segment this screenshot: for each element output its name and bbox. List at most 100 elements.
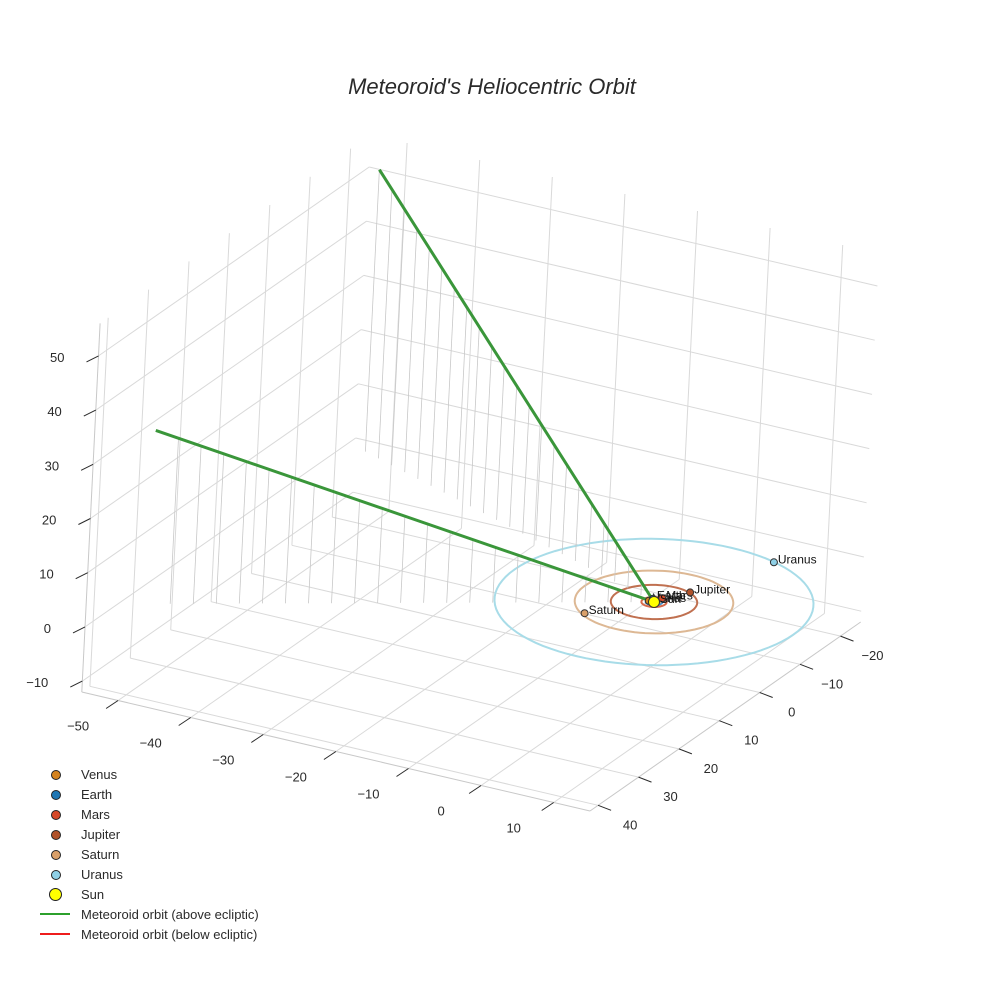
legend-marker-uranus — [38, 866, 78, 882]
grid-line — [751, 227, 771, 597]
y-tick-label: −10 — [821, 676, 843, 691]
planet-marker-uranus — [769, 558, 778, 567]
drop-line — [584, 578, 587, 603]
grid-line — [170, 629, 680, 750]
drop-line — [627, 562, 630, 589]
y-tick-label: 10 — [744, 733, 758, 748]
grid-line — [369, 166, 878, 287]
grid-line — [130, 657, 639, 778]
drop-line — [601, 523, 605, 575]
legend-label-sun: Sun — [81, 886, 105, 902]
y-tick-mark — [799, 663, 814, 670]
y-tick-mark — [759, 692, 773, 698]
drop-line — [614, 543, 617, 582]
drop-line — [169, 438, 179, 604]
drop-line — [377, 508, 383, 604]
drop-line — [538, 562, 542, 603]
meteoroid-path-0 — [155, 168, 658, 605]
grid-line — [89, 685, 599, 806]
drop-line — [417, 248, 430, 479]
grid-line — [352, 491, 862, 612]
z-axis-line — [81, 323, 101, 693]
grid-line — [480, 596, 753, 786]
drop-line — [430, 267, 443, 486]
legend-item-saturn[interactable]: Saturn — [38, 844, 259, 864]
z-tick-label: 40 — [47, 404, 61, 419]
grid-line — [360, 329, 870, 450]
grid-line — [129, 289, 150, 659]
grid-line — [87, 383, 359, 574]
x-tick-mark — [396, 768, 409, 777]
legend: Venus Earth Mars Jupiter Saturn Uranus S… — [38, 764, 259, 944]
drop-line — [483, 346, 493, 514]
grid-line — [92, 274, 365, 465]
drop-line — [515, 555, 519, 603]
y-tick-mark — [719, 720, 733, 727]
planet-label-jupiter: Jupiter — [694, 582, 730, 596]
grid-line — [355, 437, 865, 558]
legend-item-jupiter[interactable]: Jupiter — [38, 824, 259, 844]
drop-line — [423, 523, 428, 603]
legend-label-saturn: Saturn — [81, 846, 120, 862]
meteoroid-orbit — [155, 168, 658, 605]
legend-marker-sun — [38, 886, 78, 902]
z-tick-mark — [70, 680, 83, 688]
orbit-saturn — [573, 569, 735, 635]
legend-item-earth[interactable]: Earth — [38, 784, 259, 804]
z-tick-mark — [78, 518, 91, 525]
grid-line — [291, 544, 801, 665]
grid-line — [358, 383, 867, 504]
chart-title: Meteoroid's Heliocentric Orbit — [348, 74, 636, 99]
x-tick-mark — [323, 751, 337, 760]
legend-marker-saturn — [38, 846, 78, 862]
grid-line — [331, 148, 352, 518]
x-tick-mark — [541, 802, 554, 811]
grid-line — [251, 204, 271, 574]
planet-label-uranus: Uranus — [778, 552, 817, 566]
z-tick-label: 0 — [44, 621, 51, 636]
drop-line — [404, 228, 418, 473]
drop-line — [443, 287, 455, 493]
legend-label-uranus: Uranus — [81, 866, 123, 882]
grid-line — [89, 317, 109, 687]
legend-item-uranus[interactable]: Uranus — [38, 864, 259, 884]
planet-marker-saturn — [580, 609, 589, 618]
y-tick-label: 0 — [788, 705, 795, 720]
grid-line — [533, 176, 553, 546]
grid-line — [606, 193, 626, 563]
x-tick-mark — [105, 700, 119, 709]
legend-item-orbit-below[interactable]: Meteoroid orbit (below ecliptic) — [38, 924, 259, 944]
grid-line — [553, 613, 825, 803]
legend-item-mars[interactable]: Mars — [38, 804, 259, 824]
drop-line — [496, 366, 505, 520]
legend-item-orbit-above[interactable]: Meteoroid orbit (above ecliptic) — [38, 904, 259, 924]
z-tick-label: 20 — [42, 513, 56, 528]
legend-item-venus[interactable]: Venus — [38, 764, 259, 784]
drop-line — [469, 326, 480, 507]
y-tick-label: 40 — [623, 817, 637, 832]
grid-line — [98, 166, 370, 357]
x-tick-label: 10 — [506, 821, 520, 836]
z-tick-label: −10 — [26, 675, 48, 690]
orbit-uranus — [493, 537, 815, 667]
legend-item-sun[interactable]: Sun — [38, 884, 259, 904]
x-tick-label: −30 — [212, 753, 234, 768]
z-tick-mark — [80, 463, 94, 471]
drop-line — [548, 444, 555, 548]
y-tick-mark — [678, 748, 693, 755]
grid-line — [90, 329, 362, 519]
x-tick-label: −40 — [140, 736, 162, 751]
y-tick-label: −20 — [861, 648, 883, 663]
grid-line — [823, 244, 844, 614]
x-tick-label: −20 — [285, 770, 307, 785]
x-tick-mark — [251, 734, 264, 743]
grid-line — [210, 233, 230, 602]
legend-label-mars: Mars — [81, 806, 110, 822]
grid-line — [251, 573, 760, 693]
z-tick-mark — [83, 409, 97, 417]
grid-line — [82, 491, 354, 682]
drop-line — [354, 500, 360, 604]
tick-labels: −50 −40 −30 −20 −10 0 10 −20 −10 0 10 20 30 40 −10 0 10 2… — [26, 350, 883, 836]
drop-line — [588, 503, 592, 568]
